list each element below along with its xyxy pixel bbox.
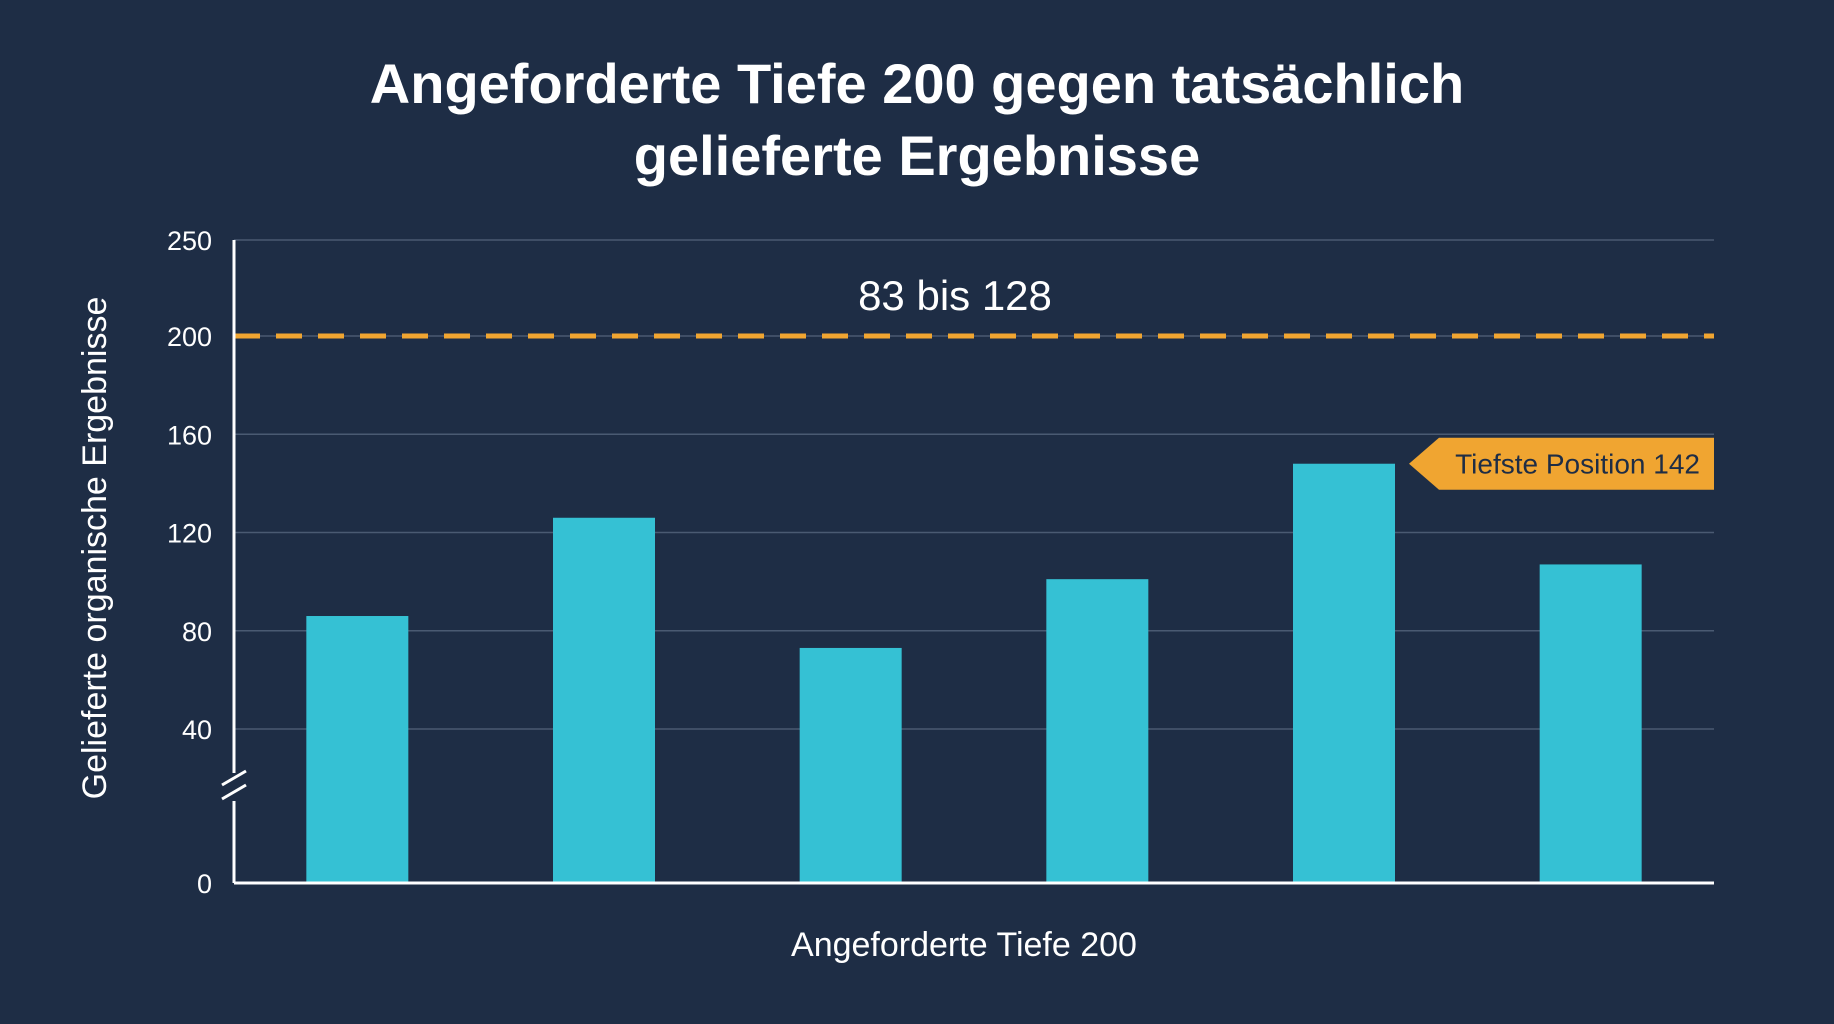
callout-label: Tiefste Position 142 <box>1455 449 1700 480</box>
bar-1 <box>306 616 409 883</box>
callout: Tiefste Position 142 <box>1409 437 1714 490</box>
axis-break-mark-2 <box>221 783 247 801</box>
y-tick-labels: 0 40 80 120 160 200 250 <box>167 226 212 899</box>
bar-6 <box>1539 564 1642 883</box>
y-tick-label-250: 250 <box>167 226 212 256</box>
axis-break-mark-1 <box>221 769 247 787</box>
bar-5 <box>1293 463 1395 883</box>
y-tick-label-40: 40 <box>182 715 212 745</box>
bar-4 <box>1046 579 1149 883</box>
chart-title-line-1: Angeforderte Tiefe 200 gegen tatsächlich <box>369 52 1465 115</box>
y-tick-label-120: 120 <box>167 519 212 549</box>
range-annotation: 83 bis 128 <box>858 272 1052 319</box>
callout-marker <box>1409 437 1714 490</box>
chart-title: Angeforderte Tiefe 200 gegen tatsächlich… <box>0 48 1834 192</box>
axes <box>221 240 1714 885</box>
bar-2 <box>553 517 655 883</box>
x-axis-title: Angeforderte Tiefe 200 <box>791 926 1137 964</box>
y-axis-title: Gelieferte organische Ergebnisse <box>76 297 114 800</box>
y-tick-label-200: 200 <box>167 322 212 352</box>
grid-lines <box>234 239 1714 730</box>
y-tick-label-160: 160 <box>167 420 212 450</box>
bars <box>306 463 1642 883</box>
bar-3 <box>799 647 902 883</box>
y-tick-label-0: 0 <box>197 869 212 899</box>
y-tick-label-80: 80 <box>182 617 212 647</box>
chart-title-line-2: gelieferte Ergebnisse <box>633 124 1201 187</box>
